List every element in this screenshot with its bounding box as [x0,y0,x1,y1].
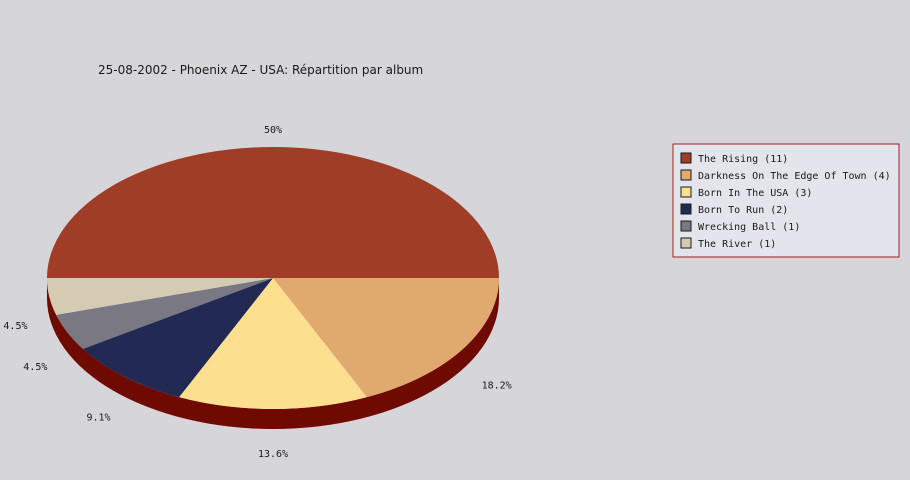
legend-label-3: Born To Run (2) [698,205,788,216]
pie-slice-wrecking-ball [56,278,273,349]
legend-swatch-3 [680,203,692,215]
pie-slice-born-to-run [82,278,273,398]
legend-label-4: Wrecking Ball (1) [698,222,800,233]
pie-slice-the-rising [47,147,499,278]
pie-label-1: 18.2% [482,381,512,392]
pie-slice-darkness-on-the-edge-of-town [273,278,499,398]
pie-label-0: 50% [264,125,282,136]
legend-label-5: The River (1) [698,239,776,250]
pie-slices-group [47,147,499,410]
pie-slice-the-river [47,278,273,315]
pie-label-3: 9.1% [87,413,111,424]
legend-box [672,143,900,258]
legend-label-0: The Rising (11) [698,154,788,165]
pie-label-2: 13.6% [258,449,288,460]
pie-label-4: 4.5% [23,362,47,373]
pie-slice-born-in-the-usa [179,278,367,410]
pie-label-5: 4.5% [3,321,27,332]
pie-labels-group: 50% 18.2% 13.6% 9.1% 4.5% 4.5% [3,125,511,460]
legend-swatch-0 [680,152,692,164]
legend: The Rising (11) Darkness On The Edge Of T… [672,143,900,258]
legend-label-2: Born In The USA (3) [698,188,812,199]
legend-swatch-4 [680,220,692,232]
legend-swatch-1 [680,169,692,181]
chart-title: 25-08-2002 - Phoenix AZ - USA: Répartiti… [98,63,423,77]
legend-swatch-2 [680,186,692,198]
legend-swatch-5 [680,237,692,249]
legend-label-1: Darkness On The Edge Of Town (4) [698,171,891,182]
